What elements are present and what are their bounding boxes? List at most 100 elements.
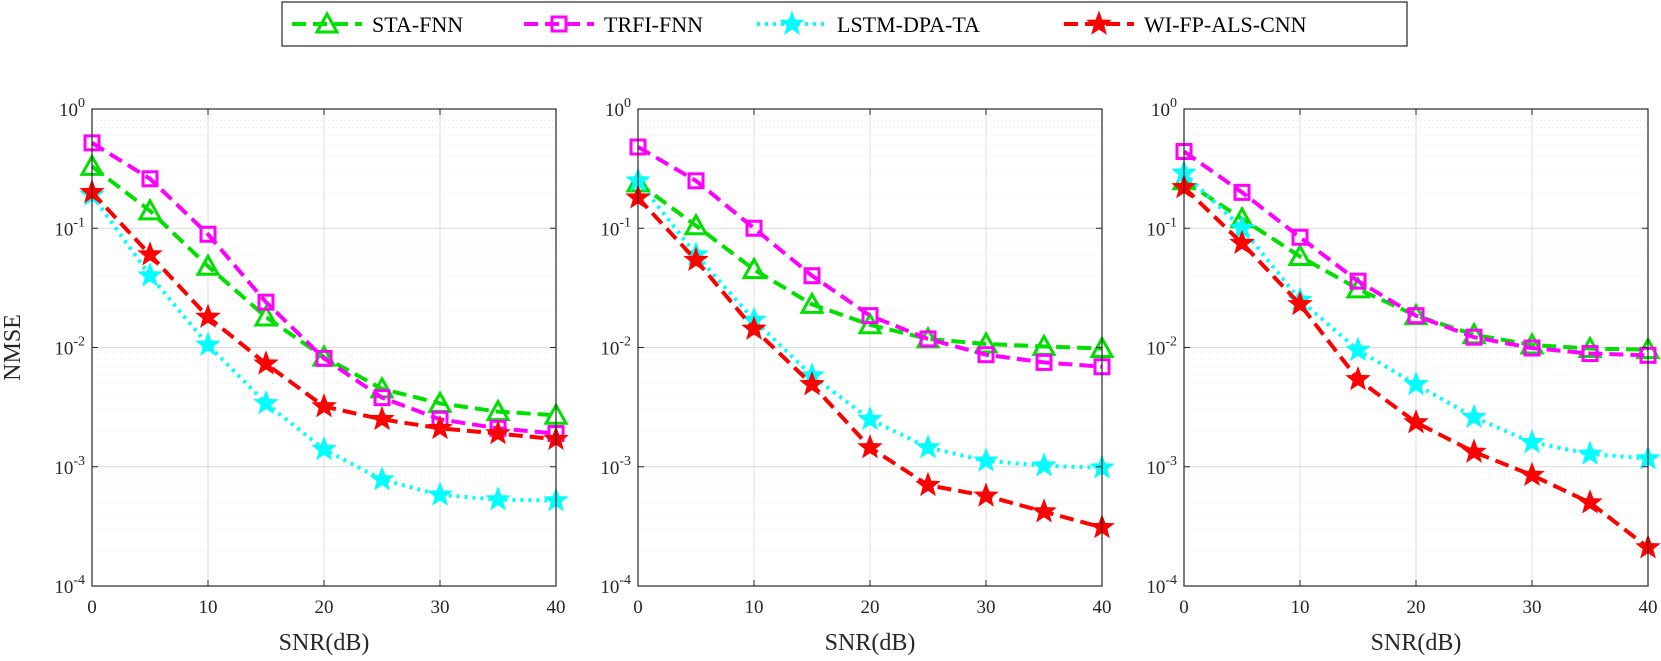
data-point-trfi-fnn bbox=[141, 170, 159, 188]
legend-entry-lstm-dpa-ta: LSTM-DPA-TA bbox=[757, 10, 980, 37]
data-point-wi-fp-als-cnn bbox=[1461, 438, 1487, 463]
data-point-sta-fnn bbox=[485, 398, 511, 422]
y-tick-label: 10-4 bbox=[54, 573, 85, 598]
data-point-lstm-dpa-ta bbox=[1461, 403, 1487, 429]
data-point-sta-fnn bbox=[1287, 243, 1313, 266]
series-line-trfi-fnn bbox=[90, 141, 557, 436]
y-tick-label: 100 bbox=[59, 96, 85, 121]
data-point-lstm-dpa-ta bbox=[485, 486, 511, 511]
data-point-trfi-fnn bbox=[1465, 328, 1483, 346]
data-point-trfi-fnn bbox=[919, 330, 937, 348]
ticks: 0 10 20 30 40 100 10-1 10-2 10-3 10-4 bbox=[1146, 96, 1657, 618]
chart-panel-2: 0 10 20 30 40 100 10-1 10-2 10-3 10-4 SNR(dB) bbox=[600, 96, 1115, 656]
data-point-trfi-fnn bbox=[373, 389, 391, 407]
series-line-wi-fp-als-cnn bbox=[1182, 185, 1650, 550]
data-point-lstm-dpa-ta bbox=[973, 447, 999, 472]
data-point-lstm-dpa-ta bbox=[857, 405, 883, 431]
data-point-trfi-fnn bbox=[745, 219, 763, 237]
data-point-lstm-dpa-ta bbox=[1031, 452, 1057, 477]
data-point-trfi-fnn bbox=[1349, 272, 1367, 290]
series-group bbox=[79, 134, 569, 512]
x-tick-label: 0 bbox=[1179, 597, 1189, 618]
data-point-lstm-dpa-ta bbox=[253, 389, 279, 415]
data-point-lstm-dpa-ta bbox=[1345, 336, 1371, 362]
legend: STA-FNN TRFI-FNN LSTM-DPA-TA WI-FP-ALS-CNN bbox=[281, 1, 1408, 47]
legend-label: WI-FP-ALS-CNN bbox=[1144, 12, 1307, 37]
data-point-wi-fp-als-cnn bbox=[683, 246, 709, 272]
x-axis-label: SNR(dB) bbox=[1371, 630, 1462, 656]
y-tick-label: 10-3 bbox=[54, 454, 85, 479]
x-tick-label: 40 bbox=[1639, 597, 1658, 618]
series-line-trfi-fnn bbox=[636, 145, 1103, 369]
data-point-lstm-dpa-ta bbox=[1519, 428, 1545, 454]
data-point-wi-fp-als-cnn bbox=[741, 315, 767, 340]
data-point-wi-fp-als-cnn bbox=[857, 434, 883, 459]
legend-marker bbox=[314, 10, 340, 34]
data-point-wi-fp-als-cnn bbox=[311, 393, 337, 418]
x-tick-label: 10 bbox=[1291, 597, 1310, 618]
x-tick-label: 10 bbox=[199, 597, 218, 618]
data-point-wi-fp-als-cnn bbox=[1287, 290, 1313, 316]
y-tick-label: 10-2 bbox=[600, 335, 631, 360]
legend-label: STA-FNN bbox=[372, 12, 463, 37]
x-tick-label: 30 bbox=[431, 597, 450, 618]
data-point-wi-fp-als-cnn bbox=[427, 414, 453, 440]
legend-box bbox=[281, 1, 1408, 47]
data-point-wi-fp-als-cnn bbox=[1403, 409, 1429, 434]
series-line-sta-fnn bbox=[636, 181, 1103, 351]
x-axis-label: SNR(dB) bbox=[825, 630, 916, 656]
chart-panel-1: 0 10 20 30 40 100 10-1 10-2 10-3 10-4 SNR(dB) NMSE bbox=[0, 96, 569, 656]
x-tick-label: 40 bbox=[1093, 597, 1112, 618]
data-point-trfi-fnn bbox=[257, 293, 275, 311]
legend-entry-sta-fnn: STA-FNN bbox=[292, 10, 463, 37]
data-point-trfi-fnn bbox=[687, 172, 705, 190]
x-tick-label: 20 bbox=[1407, 597, 1426, 618]
data-point-trfi-fnn bbox=[1523, 339, 1541, 357]
y-tick-label: 10-2 bbox=[1146, 335, 1177, 360]
legend-marker bbox=[779, 10, 805, 35]
data-point-wi-fp-als-cnn bbox=[369, 405, 395, 431]
data-point-wi-fp-als-cnn bbox=[1229, 229, 1255, 255]
data-point-sta-fnn bbox=[137, 197, 163, 221]
x-tick-label: 0 bbox=[87, 597, 97, 618]
data-point-wi-fp-als-cnn bbox=[799, 370, 825, 396]
data-point-wi-fp-als-cnn bbox=[1031, 498, 1057, 523]
legend-label: LSTM-DPA-TA bbox=[837, 12, 980, 37]
data-point-lstm-dpa-ta bbox=[915, 434, 941, 459]
data-point-wi-fp-als-cnn bbox=[253, 350, 279, 375]
series-line-lstm-dpa-ta bbox=[636, 179, 1103, 470]
data-point-trfi-fnn bbox=[1291, 228, 1309, 246]
data-point-sta-fnn bbox=[683, 212, 709, 236]
data-point-lstm-dpa-ta bbox=[1577, 440, 1603, 465]
y-tick-label: 10-3 bbox=[1146, 454, 1177, 479]
x-tick-label: 10 bbox=[745, 597, 764, 618]
series-line-trfi-fnn bbox=[1182, 149, 1649, 358]
y-tick-label: 10-3 bbox=[600, 454, 631, 479]
data-point-lstm-dpa-ta bbox=[369, 466, 395, 491]
y-tick-label: 100 bbox=[605, 96, 631, 121]
data-point-sta-fnn bbox=[195, 253, 221, 276]
data-point-trfi-fnn bbox=[861, 307, 879, 325]
data-point-trfi-fnn bbox=[199, 225, 217, 243]
y-tick-label: 10-1 bbox=[54, 215, 85, 240]
legend-entry-trfi-fnn: TRFI-FNN bbox=[524, 12, 703, 37]
ticks: 0 10 20 30 40 100 10-1 10-2 10-3 10-4 bbox=[600, 96, 1111, 618]
data-point-lstm-dpa-ta bbox=[1403, 370, 1429, 396]
data-point-lstm-dpa-ta bbox=[137, 262, 163, 287]
data-point-wi-fp-als-cnn bbox=[1519, 461, 1545, 487]
chart-panels: 0 10 20 30 4010010-110-210-310-4SNR(dB)NMSE0… bbox=[0, 96, 1661, 656]
x-tick-label: 30 bbox=[1523, 597, 1542, 618]
y-tick-label: 10-1 bbox=[1146, 215, 1177, 240]
data-point-trfi-fnn bbox=[315, 349, 333, 367]
data-point-wi-fp-als-cnn bbox=[973, 482, 999, 507]
data-point-lstm-dpa-ta bbox=[311, 435, 337, 461]
ticks: 0 10 20 30 40 100 10-1 10-2 10-3 10-4 bbox=[54, 96, 565, 618]
y-tick-label: 10-4 bbox=[1146, 573, 1177, 598]
legend-label: TRFI-FNN bbox=[604, 12, 703, 37]
data-point-wi-fp-als-cnn bbox=[485, 420, 511, 445]
x-tick-label: 30 bbox=[977, 597, 996, 618]
legend-entry-wi-fp-als-cnn: WI-FP-ALS-CNN bbox=[1064, 10, 1307, 37]
data-point-wi-fp-als-cnn bbox=[137, 241, 163, 266]
data-point-trfi-fnn bbox=[1233, 183, 1251, 201]
